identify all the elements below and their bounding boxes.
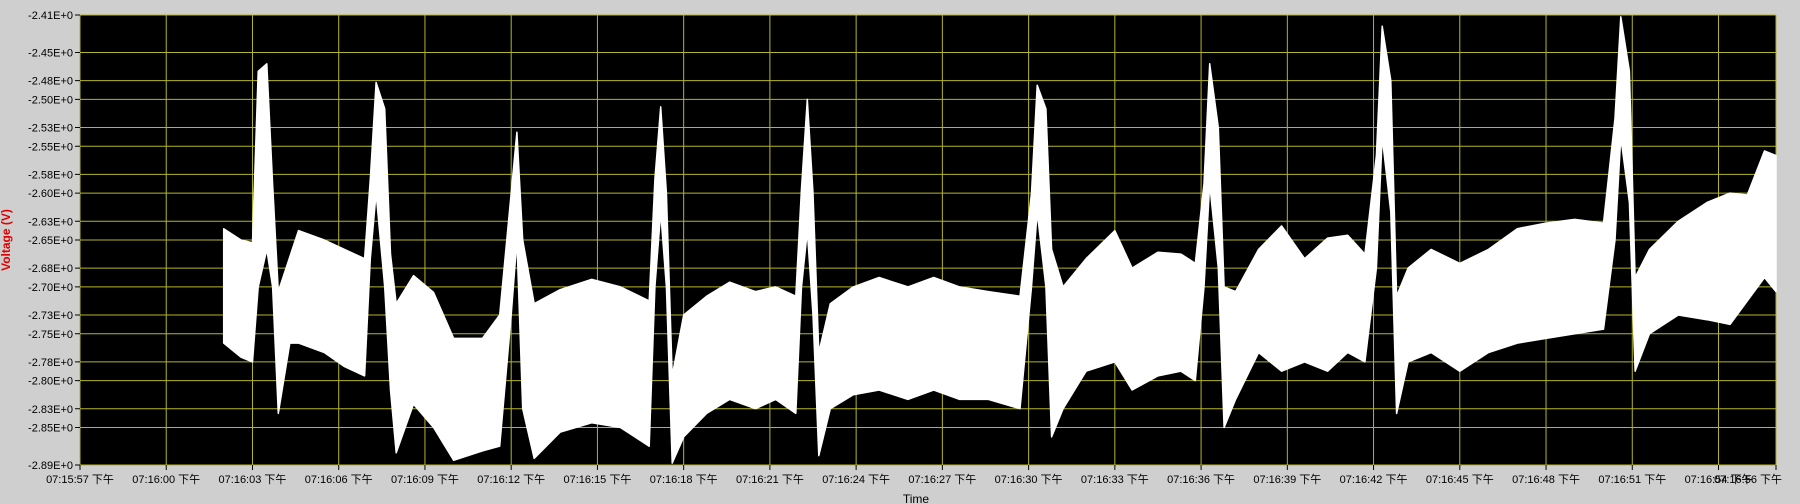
y-tick-label: -2.80E+0	[28, 376, 73, 388]
y-tick-label: -2.50E+0	[28, 94, 73, 106]
y-tick-label: -2.83E+0	[28, 404, 73, 416]
y-tick-label: -2.75E+0	[28, 329, 73, 341]
x-tick-label: 07:16:30 下午	[995, 473, 1063, 486]
y-axis-label: Voltage (V)	[0, 209, 13, 271]
x-tick-label: 07:16:39 下午	[1253, 473, 1321, 486]
x-tick-label: 07:16:15 下午	[563, 473, 631, 486]
y-tick-label: -2.78E+0	[28, 357, 73, 369]
x-tick-label: 07:15:57 下午	[46, 473, 114, 486]
y-tick-label: -2.60E+0	[28, 188, 73, 200]
y-tick-label: -2.68E+0	[28, 263, 73, 275]
x-axis-label: Time	[903, 492, 930, 504]
y-axis-ticks: -2.41E+0 -2.45E+0 -2.48E+0 -2.50E+0 -2.53E+0…	[28, 10, 80, 472]
y-tick-label: -2.41E+0	[28, 10, 73, 22]
x-tick-label: 07:16:36 下午	[1167, 473, 1235, 486]
x-tick-label: 07:16:33 下午	[1081, 473, 1149, 486]
y-tick-label: -2.63E+0	[28, 216, 73, 228]
x-tick-label: 07:16:24 下午	[822, 473, 890, 486]
x-tick-label: 07:16:00 下午	[132, 473, 200, 486]
y-tick-label: -2.48E+0	[28, 76, 73, 88]
y-tick-label: -2.65E+0	[28, 235, 73, 247]
x-tick-label: 07:16:09 下午	[391, 473, 459, 486]
x-tick-label: 07:16:51 下午	[1598, 473, 1666, 486]
x-tick-label: 07:16:06 下午	[305, 473, 373, 486]
x-tick-label: 07:16:48 下午	[1512, 473, 1580, 486]
x-tick-label: 07:16:03 下午	[219, 473, 287, 486]
y-tick-label: -2.58E+0	[28, 169, 73, 181]
x-axis-ticks: 07:15:57 下午 07:16:00 下午 07:16:03 下午 07:16:0…	[46, 465, 1782, 486]
x-tick-label: 07:16:21 下午	[736, 473, 804, 486]
x-tick-label: 07:16:54 下午	[1685, 473, 1753, 486]
y-tick-label: -2.85E+0	[28, 423, 73, 435]
y-tick-label: -2.53E+0	[28, 123, 73, 135]
x-tick-label: 07:16:18 下午	[650, 473, 718, 486]
y-tick-label: -2.55E+0	[28, 141, 73, 153]
x-tick-label: 07:16:45 下午	[1426, 473, 1494, 486]
x-tick-label: 07:16:27 下午	[908, 473, 976, 486]
y-tick-label: -2.89E+0	[28, 460, 73, 472]
x-tick-label: 07:16:42 下午	[1340, 473, 1408, 486]
y-tick-label: -2.73E+0	[28, 310, 73, 322]
x-tick-label: 07:16:12 下午	[477, 473, 545, 486]
x-tick-label: 07:16:56 下午	[1714, 473, 1782, 486]
y-tick-label: -2.70E+0	[28, 282, 73, 294]
voltage-series	[222, 16, 1777, 464]
voltage-envelope	[222, 16, 1777, 464]
y-tick-label: -2.45E+0	[28, 48, 73, 60]
